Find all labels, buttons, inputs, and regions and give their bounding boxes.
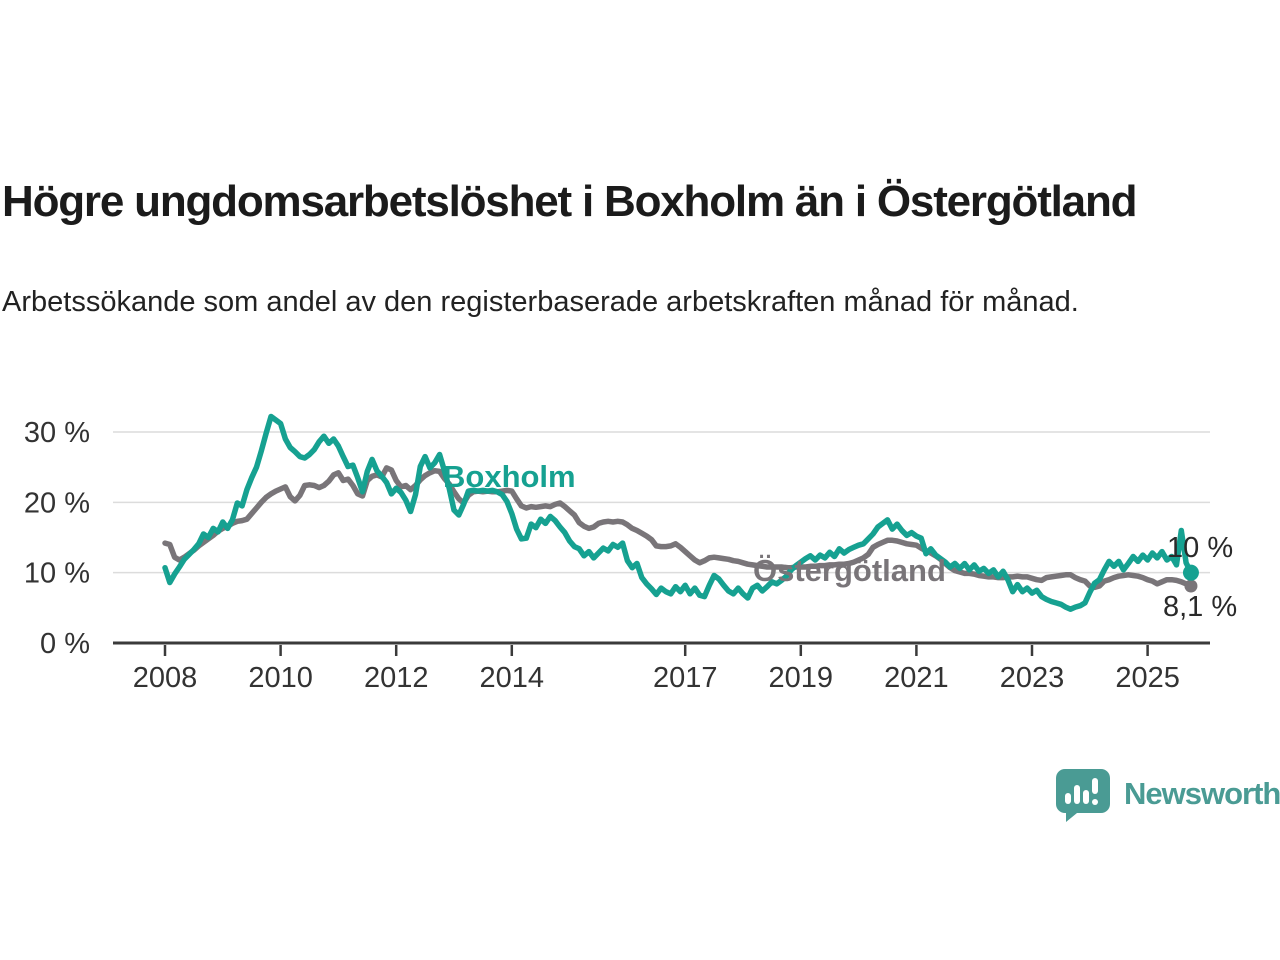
series-line-boxholm	[162, 413, 1194, 612]
series-label-ostergotland: Östergötland	[753, 553, 946, 588]
y-tick-label: 0 %	[40, 628, 90, 660]
bar-chart-icon	[1065, 778, 1098, 805]
gridlines	[113, 431, 1210, 574]
chart-subtitle: Arbetssökande som andel av den registerb…	[2, 286, 1079, 318]
y-tick-label: 10 %	[24, 558, 90, 590]
y-tick-label: 20 %	[24, 487, 90, 519]
x-tick-label: 2010	[248, 662, 313, 694]
series-end-labels: 10 % 8,1 %	[1163, 532, 1237, 623]
x-tick-label: 2023	[1000, 662, 1065, 694]
series-lines	[162, 413, 1194, 612]
x-tick-label: 2017	[653, 662, 718, 694]
series-line-ostergotland	[162, 465, 1194, 591]
y-axis-labels: 0 % 10 % 20 % 30 %	[24, 417, 90, 660]
x-tick-label: 2021	[884, 662, 949, 694]
chart-title: Högre ungdomsarbetslöshet i Boxholm än i…	[2, 177, 1138, 227]
x-tick-label: 2012	[364, 662, 429, 694]
end-dot-ostergotland	[1184, 579, 1198, 593]
newsworthy-brand-name: Newsworthy	[1124, 776, 1280, 811]
end-value-label-ostergotland: 8,1 %	[1163, 591, 1237, 623]
x-tick-label: 2014	[480, 662, 545, 694]
series-end-dots	[1182, 564, 1199, 593]
x-tick-label: 2025	[1115, 662, 1180, 694]
newsworthy-logo: Newsworthy	[1052, 763, 1280, 825]
x-tick-label: 2019	[769, 662, 834, 694]
y-tick-label: 30 %	[24, 417, 90, 449]
newsworthy-logo-icon	[1056, 769, 1110, 822]
x-axis-ticks: 2008 2010 2012 2014 2017 2019 2021 2023 2025	[133, 645, 1180, 694]
series-labels: Boxholm Östergötland	[443, 459, 946, 588]
series-label-boxholm: Boxholm	[443, 459, 576, 494]
end-value-label-boxholm: 10 %	[1167, 532, 1233, 564]
end-dot-boxholm	[1182, 564, 1199, 581]
x-tick-label: 2008	[133, 662, 198, 694]
